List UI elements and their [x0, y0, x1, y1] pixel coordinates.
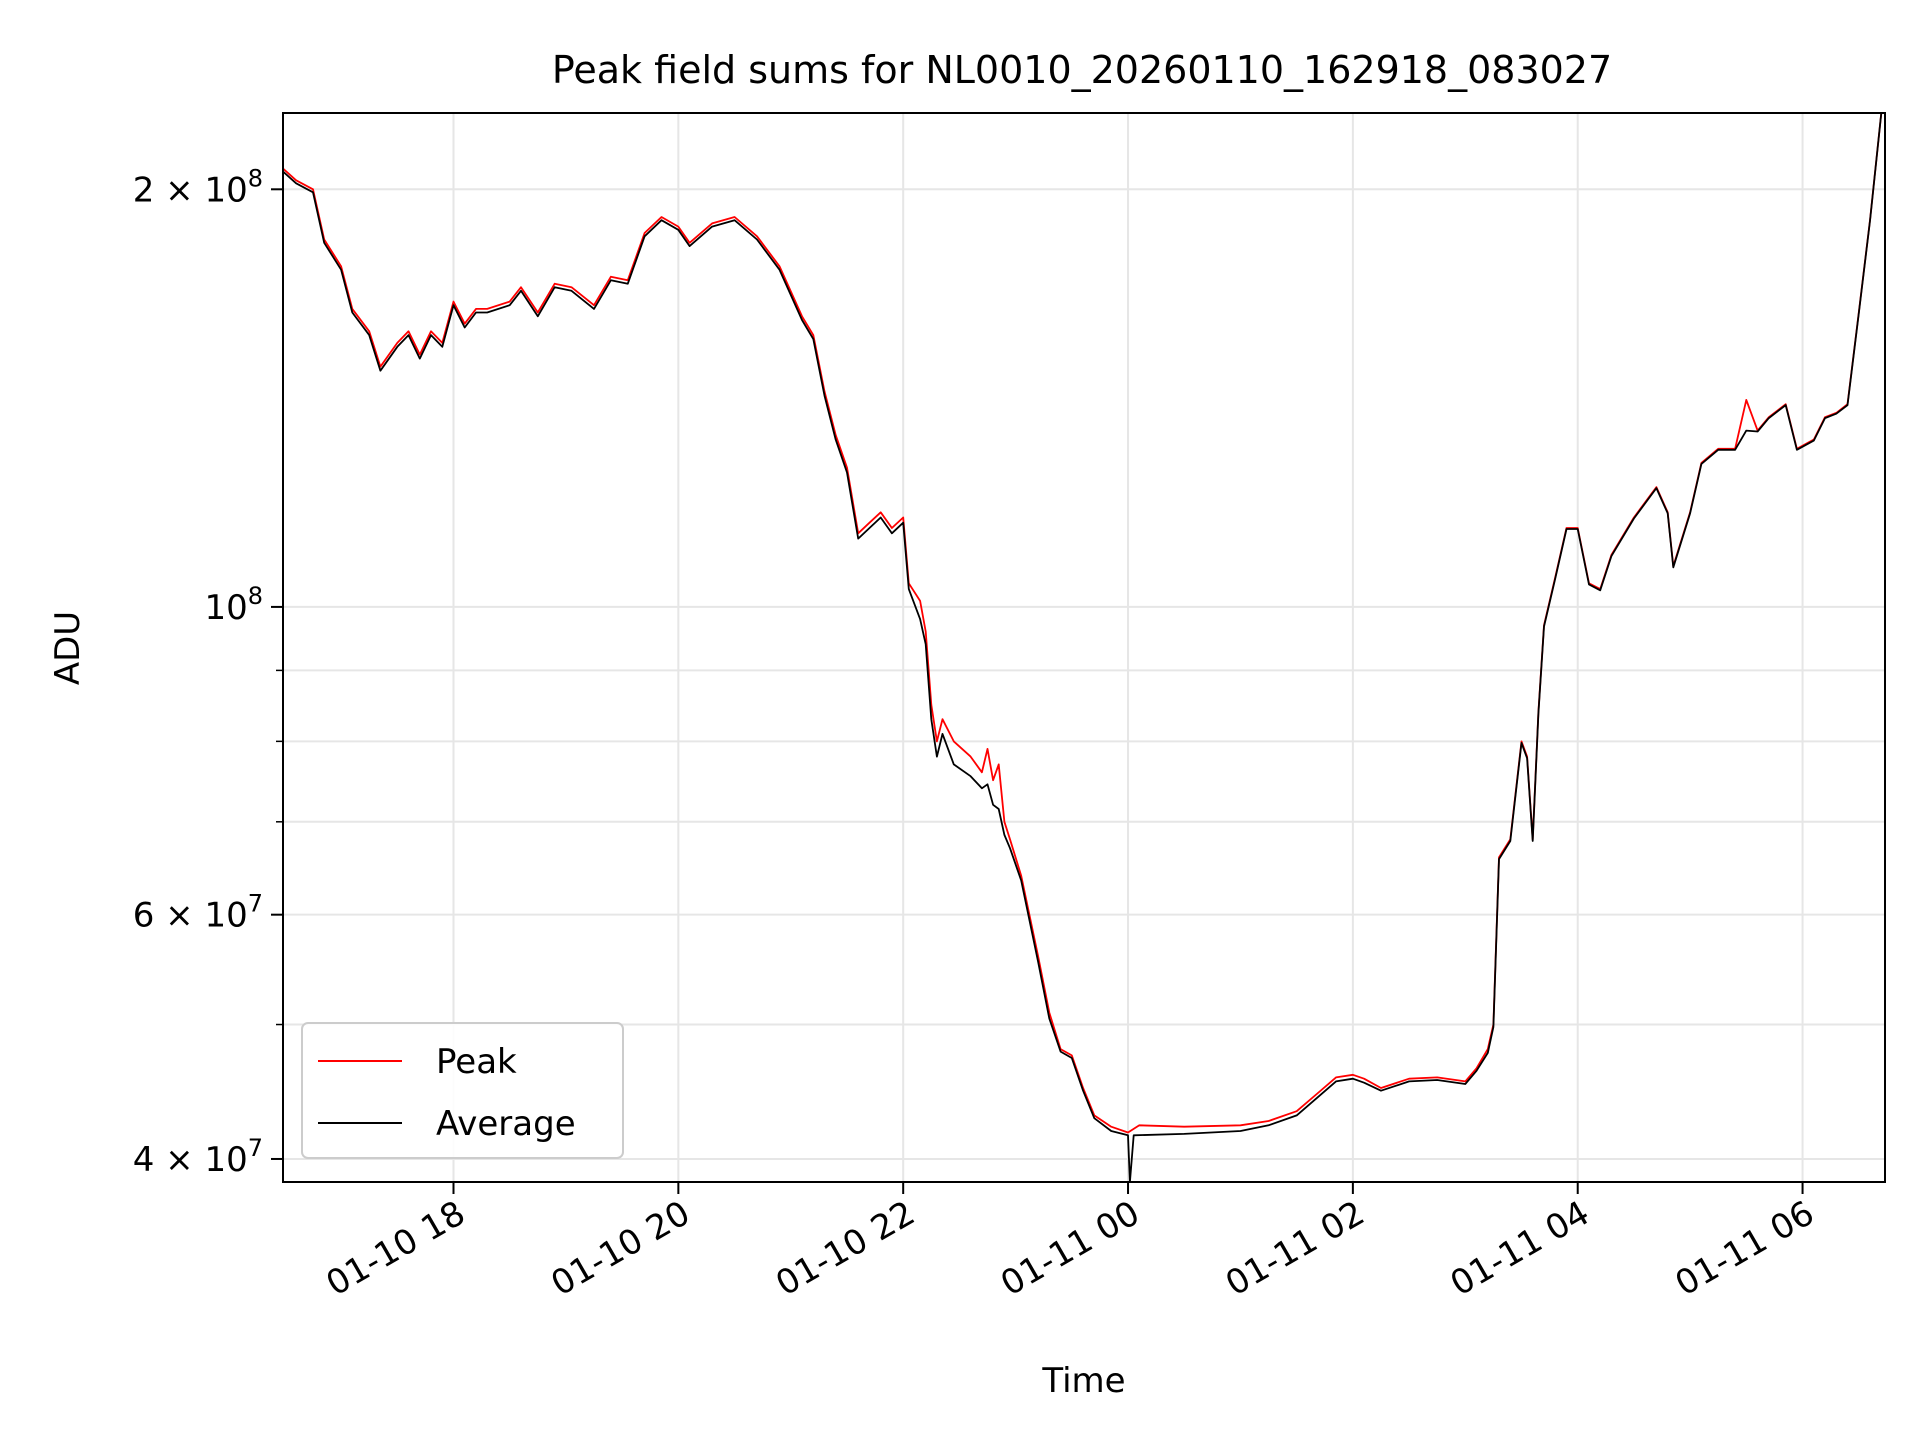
series-line-average [283, 113, 1883, 1182]
y-tick-label: 4 × 107 [133, 1134, 263, 1180]
legend-label-average: Average [436, 1104, 576, 1144]
y-axis-label: ADU [48, 611, 88, 685]
legend: Peak Average [301, 1022, 624, 1159]
y-tick-label: 6 × 107 [133, 890, 263, 936]
x-axis-label: Time [1041, 1361, 1125, 1401]
y-tick-label: 2 × 108 [133, 164, 263, 210]
legend-label-peak: Peak [436, 1042, 517, 1082]
plot-frame [282, 112, 1886, 1183]
chart-title: Peak field sums for NL0010_20260110_1629… [552, 48, 1612, 92]
legend-box [301, 1022, 624, 1159]
y-tick-label: 108 [204, 582, 263, 628]
series-layer [283, 113, 1883, 1182]
